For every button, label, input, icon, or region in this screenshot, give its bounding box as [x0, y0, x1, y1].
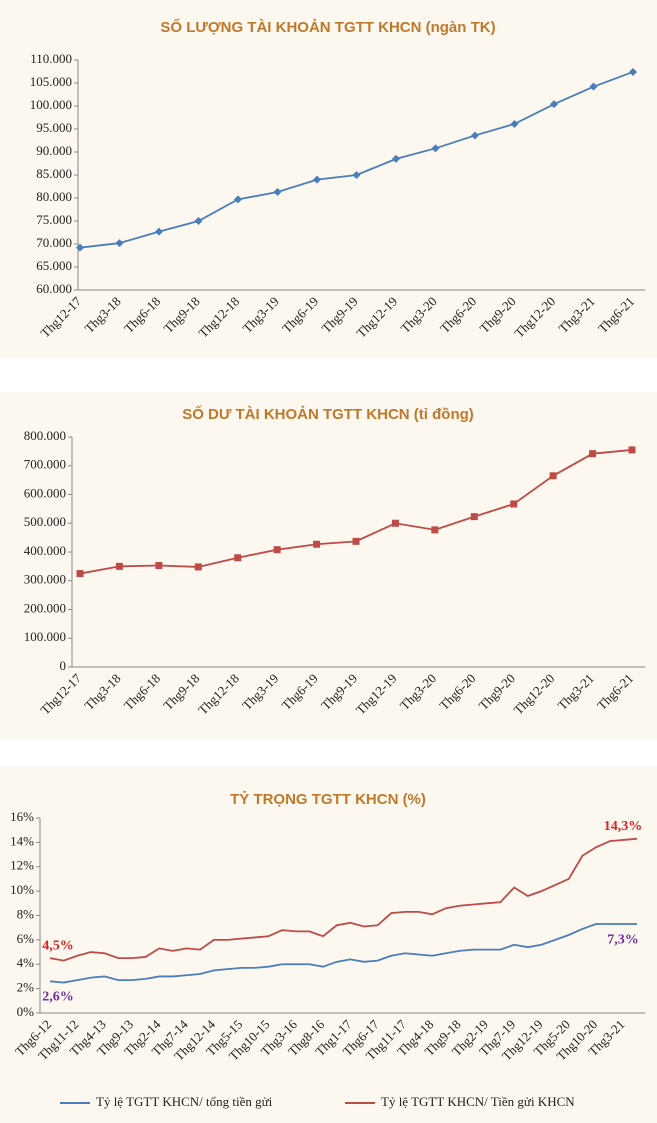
marker	[431, 144, 440, 153]
marker	[234, 195, 242, 204]
marker	[194, 563, 202, 571]
y-tick-label: 100.000	[30, 97, 72, 112]
y-tick-label: 110.000	[30, 51, 72, 66]
value-label: 2,6%	[42, 990, 74, 1005]
marker	[352, 537, 360, 545]
y-tick-label: 800.000	[24, 428, 66, 443]
y-tick-label: 60.000	[36, 281, 72, 296]
marker	[273, 188, 282, 197]
y-tick-label: 12%	[10, 858, 34, 873]
marker	[550, 100, 558, 109]
y-tick-label: 75.000	[36, 212, 72, 227]
marker	[76, 570, 84, 578]
y-tick-label: 16%	[10, 809, 34, 824]
y-tick-label: 4%	[17, 955, 35, 970]
marker	[431, 526, 439, 534]
panel	[0, 392, 657, 740]
y-tick-label: 8%	[17, 906, 35, 921]
y-tick-label: 0%	[17, 1004, 35, 1019]
y-tick-label: 2%	[17, 980, 35, 995]
y-tick-label: 10%	[10, 882, 34, 897]
marker	[352, 171, 361, 179]
marker	[549, 472, 557, 480]
marker	[391, 519, 399, 527]
y-tick-label: 700.000	[24, 457, 66, 472]
line	[49, 923, 637, 984]
y-tick-label: 80.000	[36, 189, 72, 204]
marker	[470, 513, 478, 521]
y-tick-label: 500.000	[24, 514, 66, 529]
y-tick-label: 300.000	[24, 572, 66, 587]
marker	[510, 500, 518, 508]
y-tick-label: 105.000	[30, 74, 72, 89]
y-tick-label: 200.000	[24, 600, 66, 615]
marker	[589, 82, 598, 91]
marker	[155, 227, 163, 236]
marker	[471, 131, 479, 140]
panel	[0, 766, 657, 1123]
y-tick-label: 100.000	[24, 629, 66, 644]
y-tick-label: 65.000	[36, 258, 72, 273]
y-tick-label: 0	[60, 658, 67, 673]
legend-label: Tỷ lệ TGTT KHCN/ Tiền gửi KHCN	[381, 1094, 575, 1109]
value-label: 7,3%	[607, 932, 639, 947]
y-tick-label: 14%	[10, 833, 34, 848]
marker	[629, 67, 637, 76]
marker	[392, 154, 400, 163]
chart-title: SỐ LƯỢNG TÀI KHOẢN TGTT KHCN (ngàn TK)	[160, 18, 495, 36]
y-tick-label: 6%	[17, 931, 35, 946]
value-label: 14,3%	[604, 819, 643, 834]
line	[49, 837, 638, 962]
marker	[194, 217, 203, 225]
y-tick-label: 90.000	[36, 143, 72, 158]
value-label: 4,5%	[42, 938, 74, 953]
marker	[589, 450, 597, 458]
y-tick-label: 85.000	[36, 166, 72, 181]
marker	[628, 446, 636, 454]
y-tick-label: 600.000	[24, 485, 66, 500]
legend-label: Tỷ lệ TGTT KHCN/ tổng tiền gửi	[96, 1094, 273, 1109]
marker	[115, 562, 123, 570]
marker	[313, 540, 321, 548]
marker	[115, 239, 124, 248]
marker	[510, 119, 519, 128]
marker	[155, 562, 163, 570]
marker	[273, 546, 281, 554]
y-tick-label: 95.000	[36, 120, 72, 135]
chart-title: SỐ DƯ TÀI KHOẢN TGTT KHCN (tỉ đồng)	[182, 405, 474, 423]
marker	[234, 554, 242, 562]
marker	[76, 243, 84, 252]
marker	[313, 175, 321, 184]
chart-title: TỶ TRỌNG TGTT KHCN (%)	[230, 791, 426, 808]
y-tick-label: 70.000	[36, 235, 72, 250]
y-tick-label: 400.000	[24, 543, 66, 558]
